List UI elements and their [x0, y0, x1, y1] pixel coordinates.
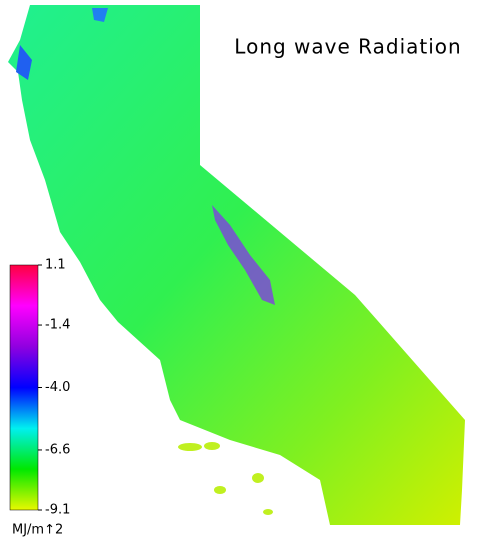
- mountain-cyan: [92, 8, 108, 22]
- colorbar-tick-label: -9.1: [45, 503, 70, 518]
- colorbar-unit: MJ/m↑2: [12, 523, 63, 538]
- colorbar-tick-label: 1.1: [45, 258, 66, 273]
- channel-islands: [178, 442, 273, 515]
- colorbar-tick-label: -6.6: [45, 442, 70, 457]
- colorbar-tick-label: -1.4: [45, 318, 70, 333]
- sierra-highlands: [212, 205, 275, 305]
- colorbar: [9, 264, 39, 511]
- colorbar-tick-label: -4.0: [45, 380, 70, 395]
- map-title: Long wave Radiation: [234, 35, 461, 59]
- coast-blue: [16, 45, 32, 80]
- california-land: [8, 5, 465, 525]
